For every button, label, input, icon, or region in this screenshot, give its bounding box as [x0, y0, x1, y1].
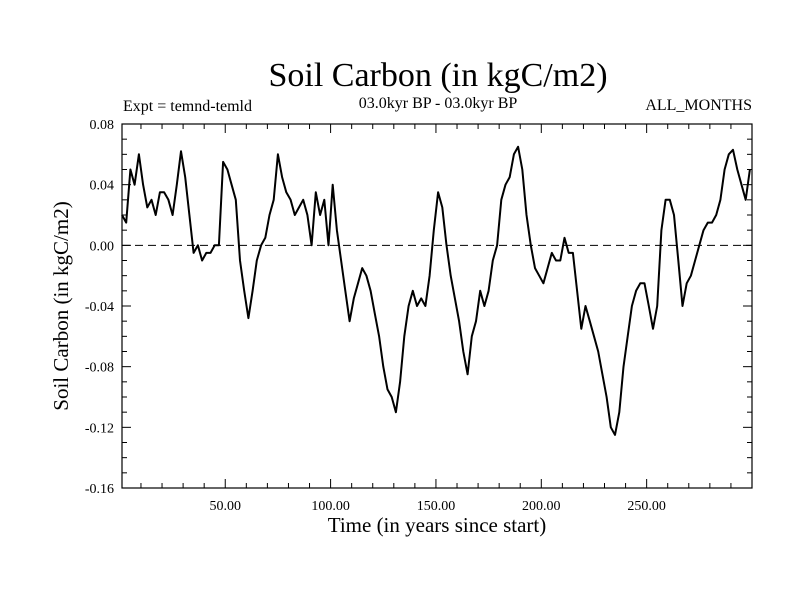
x-tick-label: 50.00 — [209, 499, 241, 514]
y-axis-label: Soil Carbon (in kgC/m2) — [49, 201, 73, 410]
chart-title: Soil Carbon (in kgC/m2) — [268, 57, 607, 94]
y-tick-label: 0.08 — [90, 118, 115, 133]
period-label: 03.0kyr BP - 03.0kyr BP — [359, 95, 518, 112]
x-tick-label: 250.00 — [627, 499, 666, 514]
x-tick-label: 100.00 — [311, 499, 350, 514]
x-tick-label: 200.00 — [522, 499, 561, 514]
expt-label: Expt = temnd-temld — [123, 98, 252, 115]
series-line — [121, 145, 751, 436]
months-label: ALL_MONTHS — [645, 97, 752, 114]
y-tick-label: 0.00 — [90, 239, 115, 254]
y-tick-label: -0.12 — [85, 421, 114, 436]
x-axis: 50.00 100.00 150.00 200.00 250.00 — [140, 124, 732, 514]
y-tick-label: -0.08 — [85, 361, 114, 376]
y-tick-label: -0.04 — [85, 300, 114, 315]
x-tick-label: 150.00 — [417, 499, 456, 514]
y-tick-label: -0.16 — [85, 482, 114, 497]
y-tick-label: 0.04 — [90, 179, 115, 194]
y-axis: 0.08 0.04 0.00 -0.04 -0.08 -0.12 -0.16 — [85, 118, 752, 497]
x-axis-label: Time (in years since start) — [328, 513, 547, 537]
